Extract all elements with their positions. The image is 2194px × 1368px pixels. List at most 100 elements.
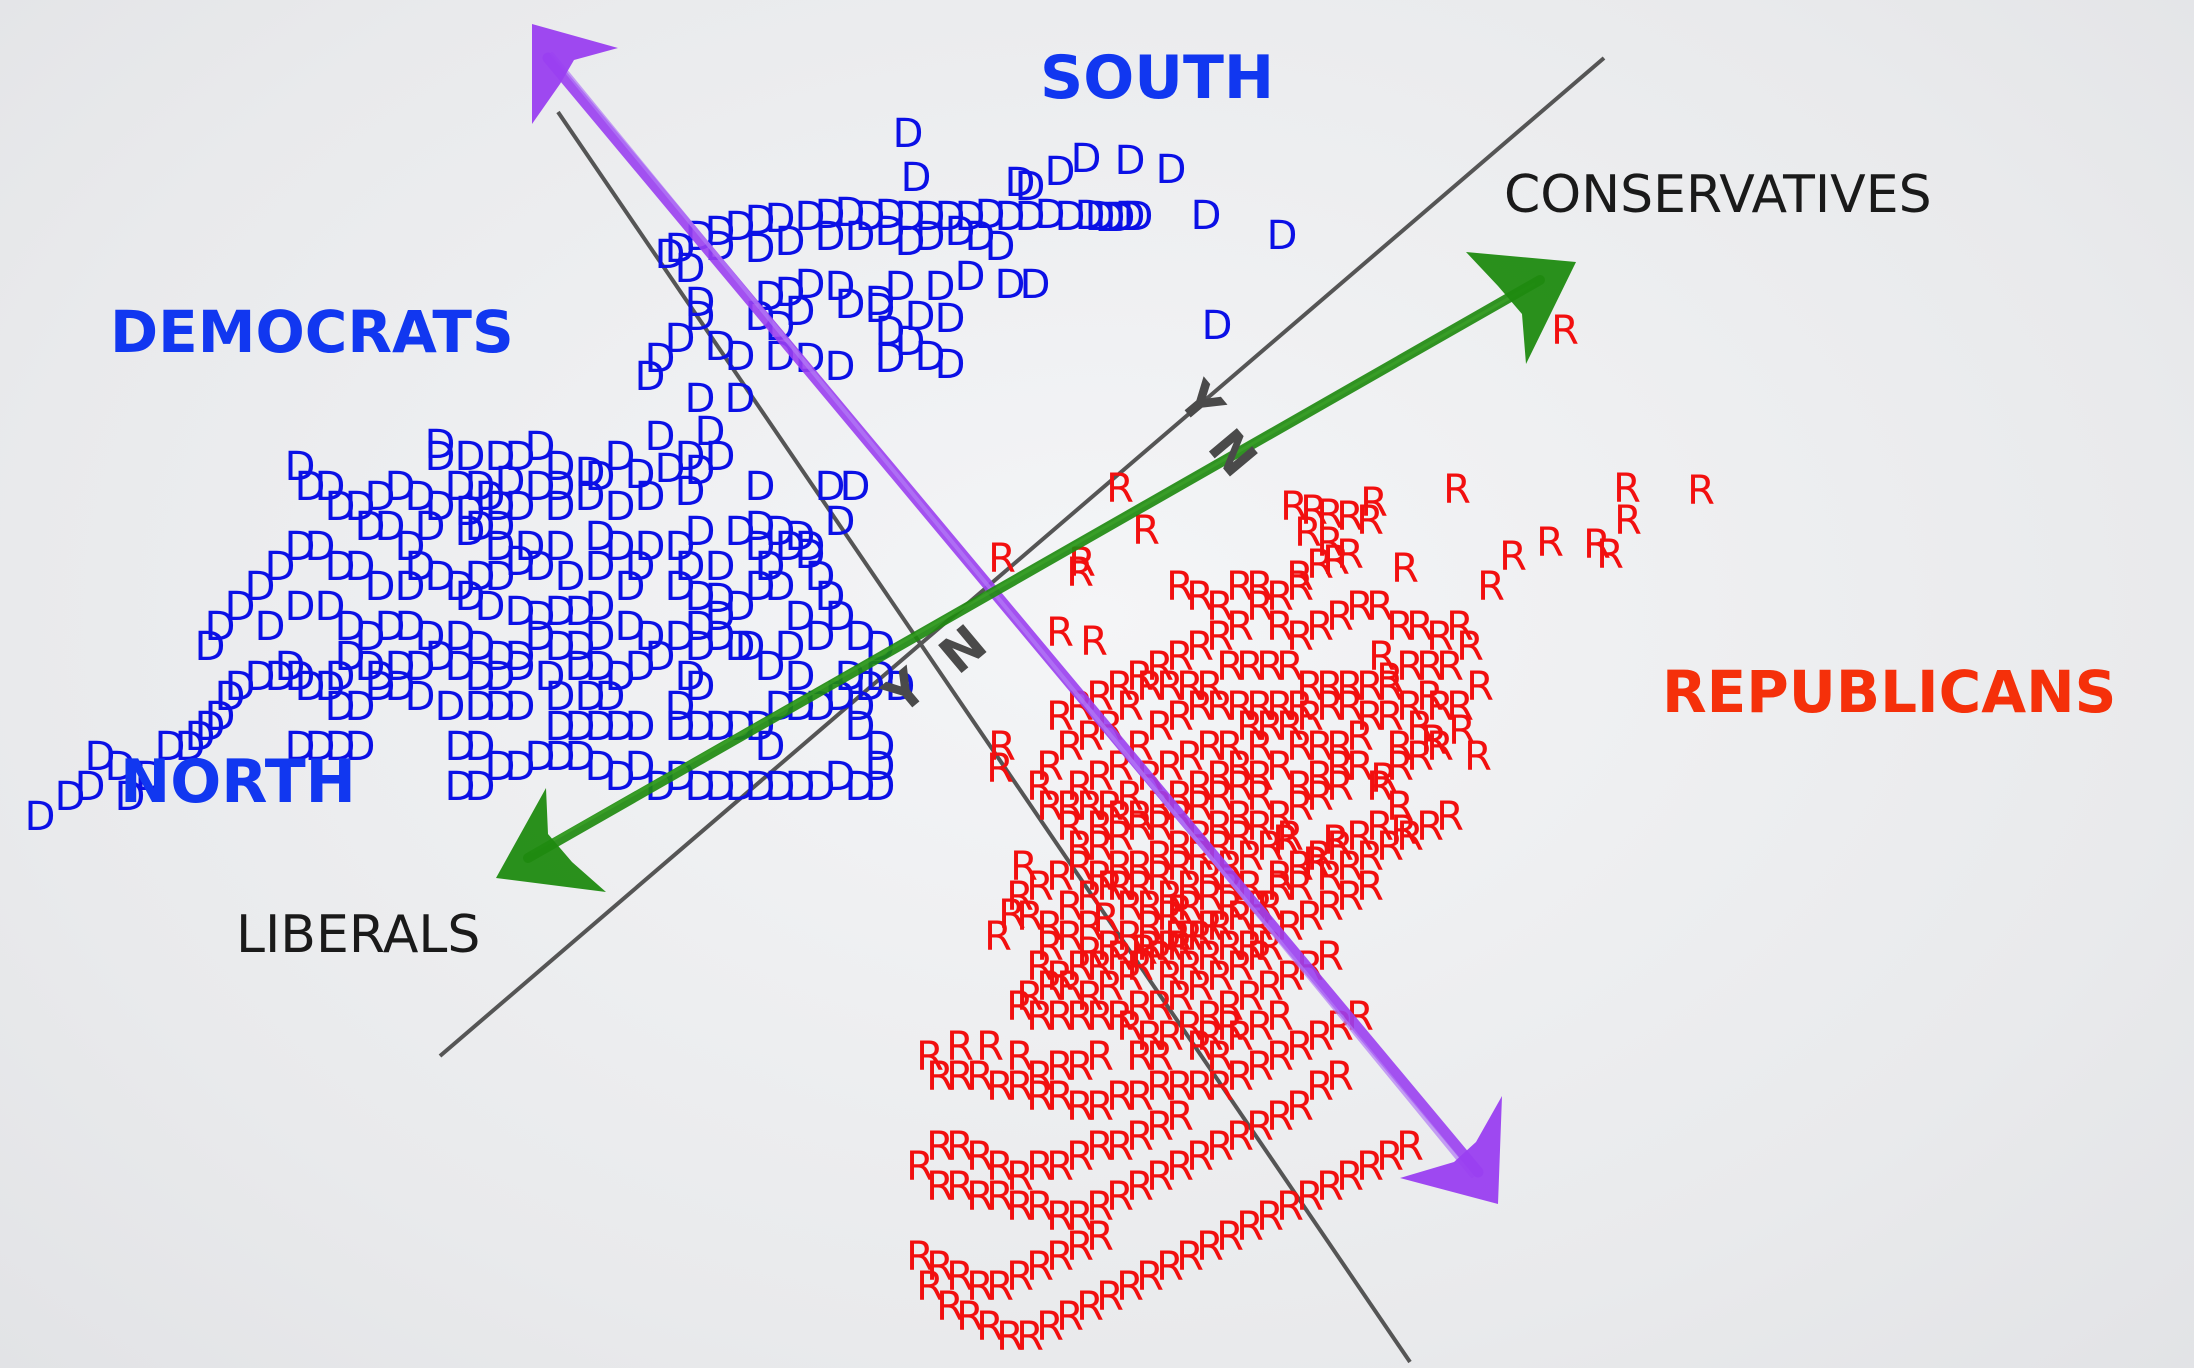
democrat-point: D: [425, 434, 456, 480]
green-axis-arrow: [496, 252, 1576, 892]
republican-point: R: [1336, 874, 1364, 920]
republican-point: R: [1116, 1264, 1144, 1310]
democrat-point: D: [585, 704, 616, 750]
democrat-point: D: [945, 209, 976, 255]
democrat-point: D: [395, 564, 426, 610]
republican-point: R: [1146, 804, 1174, 850]
democrat-point: D: [285, 584, 316, 630]
democrat-point: D: [545, 464, 576, 510]
republican-point: R: [1272, 818, 1300, 864]
democrat-point: D: [455, 509, 486, 555]
democrat-point: D: [565, 624, 596, 670]
democrat-point: D: [825, 344, 856, 390]
democrat-point: D: [345, 684, 376, 730]
republican-point: R: [1246, 724, 1274, 770]
republican-point: R: [1246, 774, 1274, 820]
republican-point: R: [1066, 1194, 1094, 1240]
republican-point: R: [1286, 1084, 1314, 1130]
republican-point: R: [1396, 644, 1424, 690]
democrat-point: D: [395, 524, 426, 570]
republican-point: R: [1306, 1014, 1334, 1060]
republican-point: R: [1256, 644, 1284, 690]
republican-point: R: [1326, 744, 1354, 790]
democrat-point: D: [335, 634, 366, 680]
democrat-point: D: [745, 464, 776, 510]
democrat-point: D: [585, 644, 616, 690]
democrat-point: D: [875, 309, 906, 355]
democrat-point: D: [485, 434, 516, 480]
democrat-point: D: [840, 464, 871, 510]
democrat-point: D: [435, 684, 466, 730]
democrat-point: D: [625, 644, 656, 690]
democrat-point: D: [585, 614, 616, 660]
democrat-point: D: [815, 214, 846, 260]
democrat-point: D: [405, 644, 436, 690]
democrat-point: D: [915, 194, 946, 240]
democrat-point: D: [365, 654, 396, 700]
democrat-point: D: [545, 444, 576, 490]
republican-point: R: [1186, 964, 1214, 1010]
republican-point: R: [1056, 884, 1084, 930]
republican-point: R: [1356, 664, 1384, 710]
democrat-point: D: [1020, 262, 1051, 308]
republican-point: R: [1096, 864, 1124, 910]
democrat-point: D: [525, 734, 556, 780]
republican-point: R: [1046, 1044, 1074, 1090]
republicans-label: REPUBLICANS: [1662, 658, 2116, 726]
democrat-point: D: [725, 764, 756, 810]
democrat-point: D: [685, 574, 716, 620]
republican-point: R: [1036, 924, 1064, 970]
republican-point: R: [1046, 1234, 1074, 1280]
democrat-point: D: [1035, 192, 1066, 238]
democrat-point: D: [105, 744, 136, 790]
republican-point: R: [1136, 1014, 1164, 1060]
democrat-point: D: [465, 724, 496, 770]
republican-point: R: [1466, 664, 1494, 710]
republican-point: R: [1176, 1234, 1204, 1280]
democrat-point: D: [995, 194, 1026, 240]
republican-point: R: [1346, 814, 1374, 860]
republican-point: R: [1280, 484, 1308, 530]
democrat-point: D: [445, 764, 476, 810]
democrat-point: D: [705, 764, 736, 810]
democrat-point: D: [805, 764, 836, 810]
democrat-point: D: [515, 524, 546, 570]
democrat-point: D: [735, 624, 766, 670]
republican-point: R: [1266, 1094, 1294, 1140]
democrat-point: D: [675, 469, 706, 515]
democrat-point: D: [685, 376, 716, 422]
republican-point: R: [1322, 818, 1350, 864]
republican-point: R: [1196, 724, 1224, 770]
republican-point: R: [1166, 564, 1194, 610]
republican-point: R: [1336, 684, 1364, 730]
republican-point: R: [1196, 664, 1224, 710]
democrat-point: D: [485, 554, 516, 600]
democrat-point: D: [785, 594, 816, 640]
democrat-point: D: [845, 704, 876, 750]
republican-point: R: [1116, 1004, 1144, 1050]
democrat-point: D: [985, 224, 1016, 270]
republican-point: R: [936, 1284, 964, 1330]
republican-point: R: [1296, 1174, 1324, 1220]
republican-point: R: [1376, 824, 1404, 870]
democrat-point: D: [545, 624, 576, 670]
democrat-point: D: [485, 634, 516, 680]
democrat-point: D: [115, 774, 146, 820]
republican-point: R: [1216, 1214, 1244, 1260]
democrat-point: D: [1095, 195, 1126, 241]
democrat-point: D: [505, 539, 536, 585]
republican-point: R: [1026, 764, 1054, 810]
democrat-point: D: [75, 764, 106, 810]
republican-point: R: [1306, 604, 1334, 650]
democrat-point: D: [625, 744, 656, 790]
democrat-point: D: [485, 524, 516, 570]
democrat-point: D: [455, 489, 486, 535]
republican-point: R: [1026, 1244, 1054, 1290]
republican-point: R: [1322, 538, 1350, 584]
republican-point: R: [1368, 634, 1396, 680]
democrat-point: D: [275, 644, 306, 690]
democrat-point: D: [485, 744, 516, 790]
republican-point: R: [1226, 1114, 1254, 1160]
democrat-point: D: [1015, 194, 1046, 240]
democrat-point: D: [605, 754, 636, 800]
